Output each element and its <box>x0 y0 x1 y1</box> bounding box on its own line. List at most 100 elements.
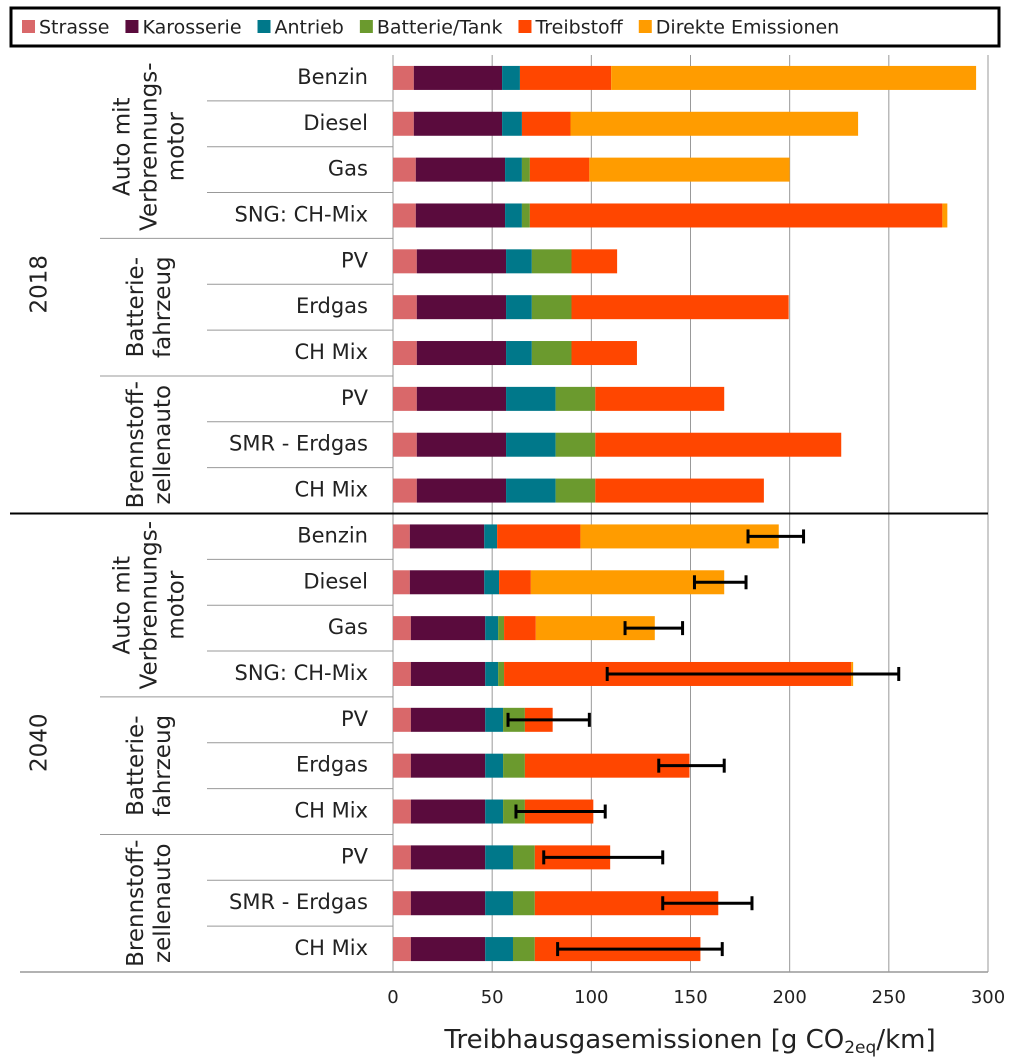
legend-label: Antrieb <box>275 17 344 39</box>
bar-segment <box>484 570 500 595</box>
category-label: PV <box>341 386 369 410</box>
category-label: CH Mix <box>294 799 368 823</box>
bar-segment <box>393 524 410 549</box>
subgroup-label: Batterie- <box>123 257 149 357</box>
bar-segment <box>409 570 485 595</box>
category-label: Diesel <box>303 111 368 135</box>
x-tick-label: 100 <box>574 987 608 1008</box>
bar-segment <box>504 616 536 641</box>
bar-segment <box>416 432 507 457</box>
bar-segment <box>571 295 789 320</box>
error-bar <box>661 896 754 911</box>
legend-swatch <box>359 20 373 33</box>
bar-segment <box>571 249 618 274</box>
bar-segment <box>505 203 522 228</box>
bar-segment <box>555 386 596 411</box>
bar-segment <box>497 524 581 549</box>
bar-segment <box>529 203 943 228</box>
category-label: PV <box>341 707 369 731</box>
bar-segment <box>393 65 414 90</box>
legend-label: Strasse <box>39 17 109 39</box>
bar-segment <box>393 891 411 916</box>
subgroup-label: fahrzeug <box>150 256 176 358</box>
category-label: PV <box>341 844 369 868</box>
bar-segment <box>485 937 513 962</box>
category-label: CH Mix <box>294 478 368 502</box>
error-bar <box>514 804 607 819</box>
bar-segment <box>595 386 725 411</box>
bar-segment <box>570 111 859 136</box>
bar-segment <box>393 111 414 136</box>
bar-segment <box>484 524 498 549</box>
error-bar <box>556 942 724 957</box>
legend-swatch <box>638 20 652 33</box>
category-label: Diesel <box>303 569 368 593</box>
x-tick-label: 50 <box>481 987 504 1008</box>
bar-segment <box>410 661 486 686</box>
bar-segment <box>410 753 486 778</box>
legend-swatch <box>125 20 139 33</box>
subgroup-label: Auto mit <box>110 556 136 655</box>
x-tick-label: 0 <box>387 987 398 1008</box>
bar-segment <box>393 570 410 595</box>
subgroup-label: Brennstoff- <box>123 840 149 967</box>
error-bar <box>623 621 685 636</box>
bar-segment <box>393 341 417 366</box>
bar-segment <box>416 478 507 503</box>
category-label: Gas <box>328 615 368 639</box>
bar-segment <box>485 616 499 641</box>
bar-segment <box>506 341 532 366</box>
bar-segment <box>503 799 525 824</box>
bar-segment <box>416 341 507 366</box>
bar-segment <box>519 65 612 90</box>
category-label: SNG: CH-Mix <box>235 661 368 685</box>
bar-segment <box>529 157 590 182</box>
bar-segment <box>531 295 572 320</box>
subgroup-label: zellenauto <box>150 843 176 963</box>
subgroup-label: Auto mit <box>110 97 136 196</box>
category-label: Gas <box>328 157 368 181</box>
bar-segment <box>498 661 505 686</box>
bar-segment <box>580 524 779 549</box>
bar-segment <box>416 295 507 320</box>
subgroup-label: fahrzeug <box>150 715 176 817</box>
error-bar <box>605 666 901 681</box>
category-label: Erdgas <box>296 294 368 318</box>
category-label: CH Mix <box>294 340 368 364</box>
category-label: Benzin <box>297 523 368 547</box>
bar-segment <box>413 65 503 90</box>
category-label: Erdgas <box>296 753 368 777</box>
bar-segment <box>505 157 522 182</box>
x-tick-label: 200 <box>772 987 806 1008</box>
bar-segment <box>410 799 486 824</box>
subgroup-label: Brennstoff- <box>123 381 149 508</box>
group-label: 2018 <box>27 255 53 314</box>
bar-segment <box>416 386 507 411</box>
legend-box <box>9 6 1001 48</box>
bar-segment <box>512 891 535 916</box>
x-axis-title: Treibhausgasemissionen [g CO2eq/km] <box>443 1025 935 1059</box>
bar-segment <box>485 799 504 824</box>
bar-segment <box>393 707 411 732</box>
bar-segment <box>521 203 530 228</box>
bar-segment <box>415 203 506 228</box>
bar-segment <box>555 478 596 503</box>
bar-segment <box>503 753 525 778</box>
group-label: 2040 <box>27 713 53 772</box>
legend-label: Direkte Emissionen <box>656 17 839 39</box>
bar-segment <box>485 845 513 870</box>
subgroup-label: Verbrennungs- <box>137 521 163 689</box>
bar-segment <box>393 616 411 641</box>
bar-segment <box>530 570 725 595</box>
bar-segment <box>410 616 486 641</box>
bar-segment <box>413 111 503 136</box>
bar-segment <box>393 799 411 824</box>
legend-label: Batterie/Tank <box>377 17 503 39</box>
bar-segment <box>531 341 572 366</box>
category-label: CH Mix <box>294 936 368 960</box>
subgroup-label: Verbrennungs- <box>137 62 163 230</box>
legend-swatch <box>22 20 35 33</box>
error-bar <box>542 850 665 865</box>
bar-segment <box>393 432 417 457</box>
